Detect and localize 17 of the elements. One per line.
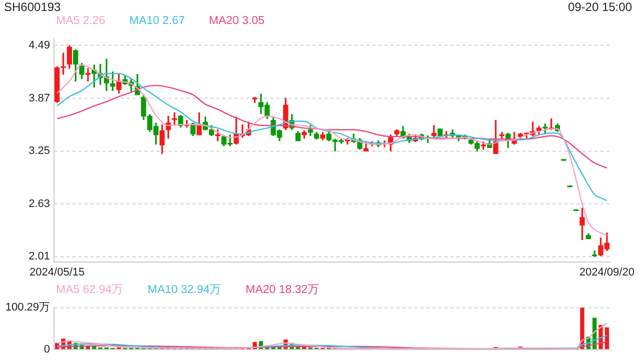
text: MA5 62.94万 <box>56 283 124 297</box>
text: MA20 3.05 <box>208 14 264 28</box>
y-tick-label: 4.49 <box>28 39 50 52</box>
y-tick-label: 100.29万 <box>5 302 50 314</box>
y-tick-label: 2.63 <box>28 198 50 210</box>
y-tick-label: 0 <box>44 343 50 356</box>
text: MA20 18.32万 <box>246 283 320 297</box>
x-tick-label: 2024/09/20 <box>579 266 634 278</box>
y-tick-label: 3.25 <box>28 145 50 158</box>
chart-title: SH600193 <box>4 0 61 14</box>
x-tick-label: 2024/05/15 <box>30 266 85 278</box>
y-tick-label: 3.87 <box>28 92 50 104</box>
text: MA10 2.67 <box>129 14 185 28</box>
text: 09-20 15:00 <box>568 0 632 14</box>
y-tick-label: 2.01 <box>28 250 50 263</box>
text: MA10 32.94万 <box>148 283 222 297</box>
text: MA5 2.26 <box>56 14 106 28</box>
